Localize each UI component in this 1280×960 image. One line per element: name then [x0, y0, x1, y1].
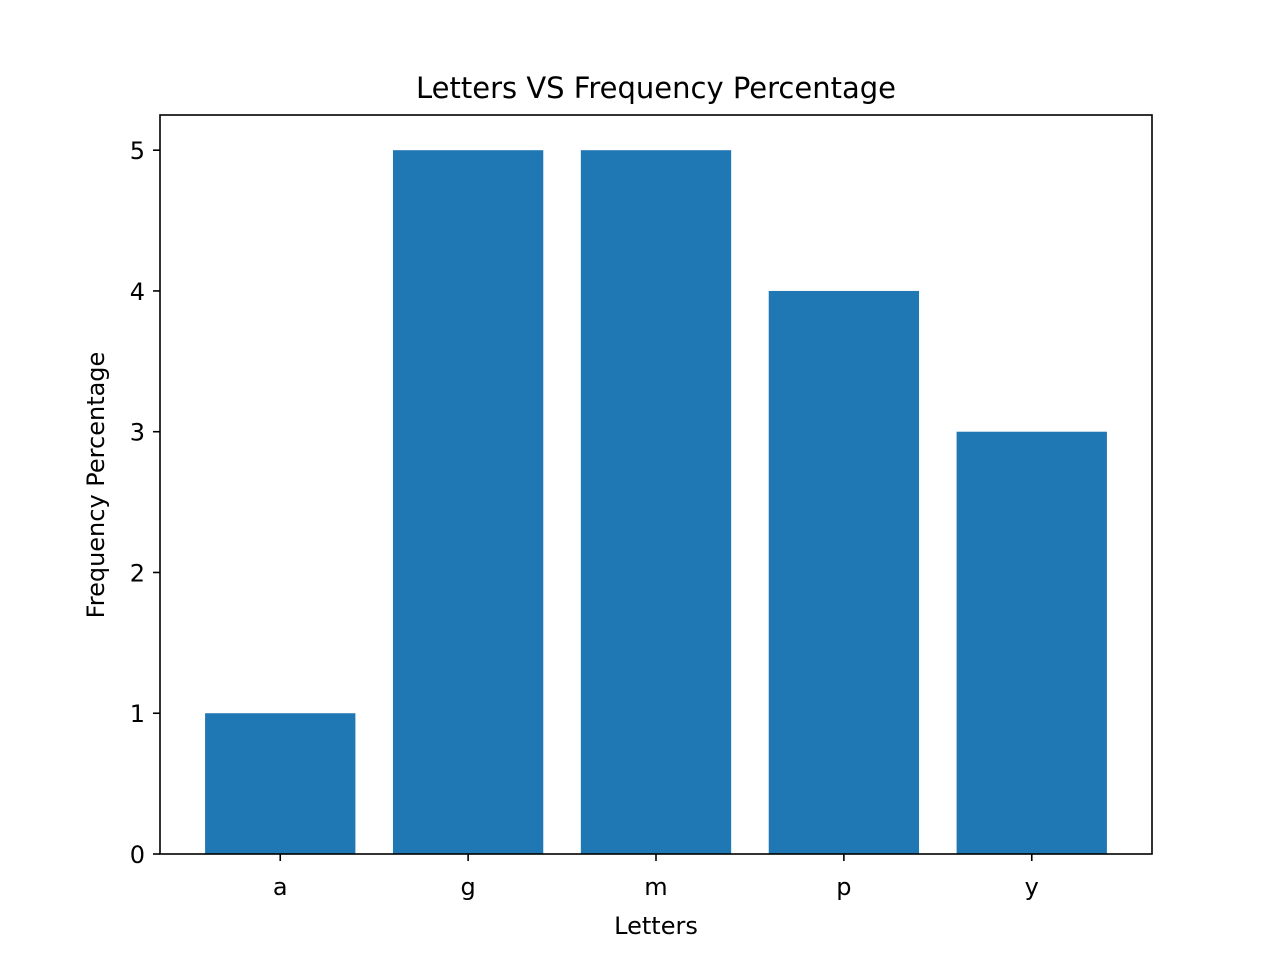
y-tick-label: 1	[130, 700, 145, 728]
y-axis-ticks: 0 1 2 3 4 5	[130, 137, 160, 869]
bar-y	[956, 431, 1107, 854]
x-tick-label: y	[1025, 873, 1039, 901]
x-tick-label: g	[461, 873, 476, 901]
plot-frame	[159, 114, 1153, 855]
bar-m	[580, 150, 732, 854]
chart-title: Letters VS Frequency Percentage	[416, 71, 896, 105]
y-tick-label: 0	[130, 841, 145, 869]
y-tick-label: 4	[130, 278, 145, 306]
y-tick-label: 3	[130, 419, 145, 447]
x-axis-label: Letters	[614, 912, 698, 940]
bars-group	[205, 150, 1107, 854]
x-tick-label: m	[644, 873, 667, 901]
y-axis-label: Frequency Percentage	[82, 352, 110, 619]
x-tick-label: p	[836, 873, 851, 901]
bar-a	[205, 713, 356, 854]
bar-g	[392, 150, 544, 854]
y-tick-label: 2	[130, 559, 145, 587]
y-tick-label: 5	[130, 137, 145, 165]
bar-p	[768, 290, 920, 854]
x-tick-label: a	[273, 873, 288, 901]
